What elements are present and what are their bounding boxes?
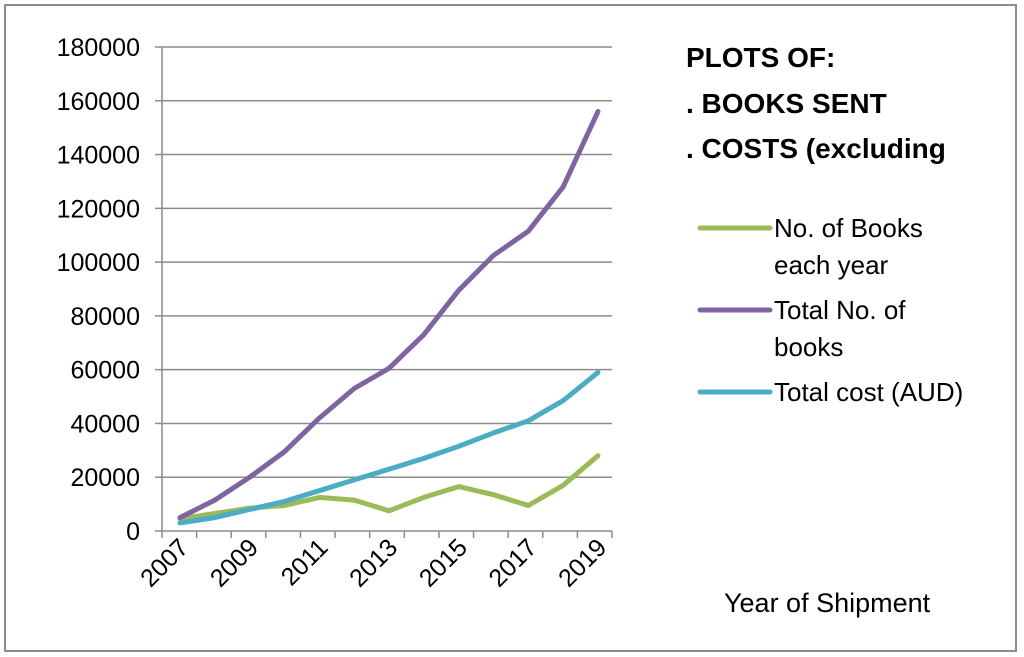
chart-frame: [4, 4, 1017, 652]
y-tick-label: 140000: [57, 142, 140, 170]
gridlines: [162, 46, 612, 478]
x-tick-label: 2009: [205, 533, 264, 592]
y-axis-ticks: 0 20000 40000 60000 80000 100000 120000 140000 1…: [57, 34, 162, 546]
x-tick-label: 2007: [135, 533, 194, 592]
y-tick-label: 40000: [70, 410, 140, 438]
legend: No. of Books each year Total No. of books To…: [697, 213, 963, 407]
title-line-3: . COSTS (excluding: [686, 133, 946, 164]
legend-label-1: No. of Books: [774, 213, 923, 243]
y-tick-label: 20000: [70, 464, 140, 492]
title-line-2: . BOOKS SENT: [686, 88, 887, 119]
axes: [161, 47, 612, 532]
legend-label-2: Total No. of: [774, 295, 906, 325]
y-tick-label: 100000: [57, 249, 140, 277]
x-tick-label: 2017: [483, 533, 542, 592]
x-tick-label: 2013: [344, 533, 403, 592]
legend-label-1: each year: [774, 250, 889, 280]
legend-label-3: Total cost (AUD): [774, 377, 963, 407]
y-tick-label: 180000: [57, 34, 140, 62]
y-tick-label: 120000: [57, 195, 140, 223]
series-lines: [177, 109, 601, 526]
y-tick-label: 60000: [70, 357, 140, 385]
y-tick-label: 160000: [57, 88, 140, 116]
series-line-2: [177, 109, 601, 521]
x-tick-label: 2015: [414, 533, 473, 592]
x-tick-label: 2011: [276, 533, 334, 591]
x-axis-label: Year of Shipment: [724, 588, 931, 618]
x-tick-label: 2019: [553, 533, 612, 592]
series-line-3: [177, 369, 601, 526]
title-line-1: PLOTS OF:: [686, 42, 835, 73]
y-tick-label: 0: [126, 518, 140, 546]
chart-title: PLOTS OF: . BOOKS SENT . COSTS (excludin…: [686, 42, 946, 164]
legend-label-2: books: [774, 332, 843, 362]
x-axis-ticks: 2007 2009 2011 2013 2015 2017 2019: [135, 531, 613, 593]
y-tick-label: 80000: [70, 303, 140, 331]
